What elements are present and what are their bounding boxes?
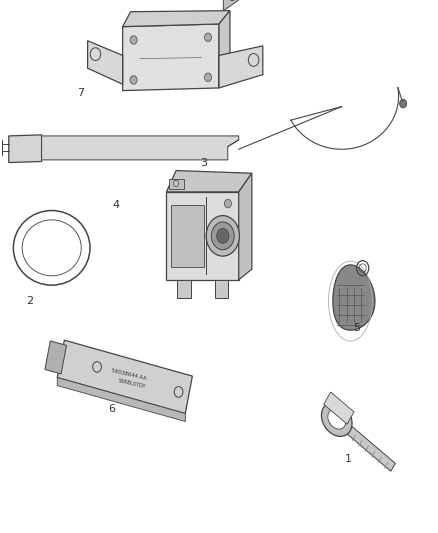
Polygon shape — [166, 192, 239, 280]
Circle shape — [205, 73, 212, 82]
Polygon shape — [344, 424, 396, 471]
Circle shape — [130, 76, 137, 84]
Text: 56RBL07DY: 56RBL07DY — [117, 378, 146, 390]
Polygon shape — [177, 280, 191, 298]
Polygon shape — [88, 41, 123, 84]
Polygon shape — [171, 205, 204, 266]
Text: 1: 1 — [345, 455, 352, 464]
Circle shape — [217, 229, 229, 243]
Polygon shape — [123, 11, 230, 27]
Text: 5: 5 — [353, 323, 360, 333]
Polygon shape — [219, 11, 230, 88]
Polygon shape — [223, 0, 239, 11]
Circle shape — [130, 36, 137, 44]
Polygon shape — [45, 341, 67, 374]
Text: 3: 3 — [200, 158, 207, 167]
Polygon shape — [123, 24, 219, 91]
Text: 4: 4 — [113, 200, 120, 210]
Ellipse shape — [321, 402, 352, 437]
Polygon shape — [324, 392, 354, 424]
Text: 2: 2 — [26, 296, 33, 306]
Circle shape — [205, 33, 212, 42]
Circle shape — [206, 215, 240, 256]
Polygon shape — [219, 46, 263, 88]
Circle shape — [399, 99, 406, 108]
Circle shape — [212, 222, 234, 249]
Polygon shape — [169, 179, 184, 189]
Polygon shape — [57, 377, 185, 422]
Text: 56038644 AA: 56038644 AA — [111, 368, 147, 381]
Polygon shape — [57, 340, 192, 414]
Polygon shape — [42, 136, 239, 160]
Ellipse shape — [328, 409, 346, 429]
Polygon shape — [239, 173, 252, 280]
Polygon shape — [166, 171, 252, 192]
Text: 6: 6 — [108, 404, 115, 414]
Circle shape — [224, 199, 231, 208]
Polygon shape — [333, 265, 375, 330]
Polygon shape — [215, 280, 228, 298]
Text: 7: 7 — [78, 88, 85, 98]
Polygon shape — [9, 135, 42, 163]
